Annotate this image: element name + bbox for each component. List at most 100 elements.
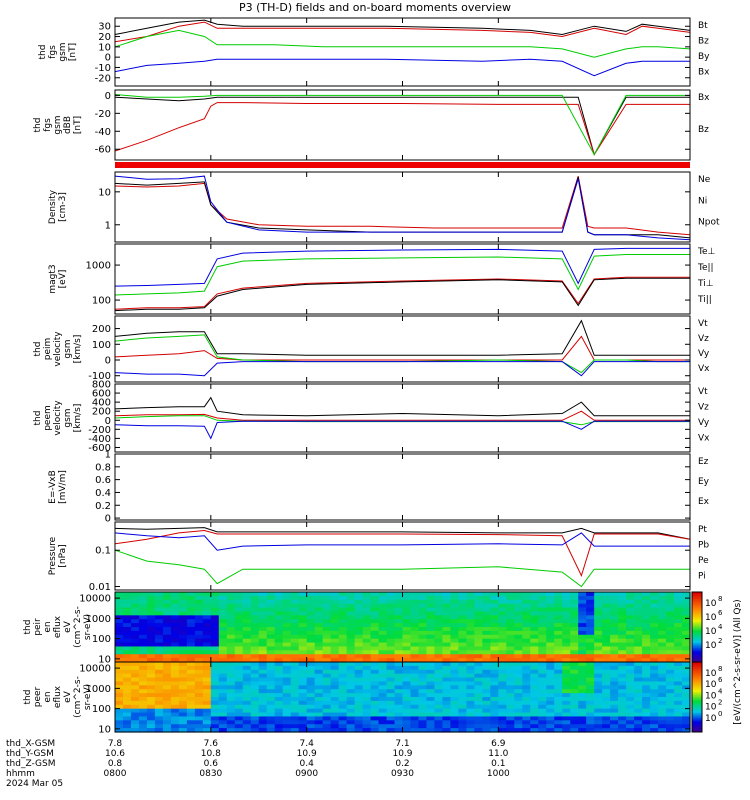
colorbar-cell xyxy=(692,623,702,626)
legend-p1-2: By xyxy=(698,52,710,62)
ylabel-p2: [nT] xyxy=(73,116,83,134)
ylabel-p2: thd xyxy=(33,118,43,133)
colorbar-cell xyxy=(692,595,702,598)
colorbar-cell xyxy=(692,632,702,635)
ytick-label: 10 xyxy=(98,42,111,53)
ylabel-p2: gsm xyxy=(53,115,63,134)
ylabel-p7: peem xyxy=(43,405,53,431)
colorbar-cell xyxy=(692,592,702,595)
legend-p6-3: Vx xyxy=(698,364,710,374)
ylabel-p6: thd xyxy=(33,342,43,357)
ylabel-p10: en xyxy=(43,621,53,632)
ylabel-p7: [km/s] xyxy=(73,404,83,433)
series-p1-By xyxy=(114,29,691,58)
colorbar-cell xyxy=(692,709,702,712)
legend-p5-0: Te⊥ xyxy=(697,247,716,257)
legend-p4-0: Ne xyxy=(698,175,711,185)
ylabel-p9: Pressure xyxy=(48,536,58,575)
colorbar-cell xyxy=(692,641,702,644)
colorbar-cell xyxy=(692,718,702,721)
colorbar-tick-exp: 2 xyxy=(718,699,722,707)
xaxis-value: 6.9 xyxy=(491,739,506,749)
plot-title: P3 (TH-D) fields and on-board moments ov… xyxy=(238,1,512,14)
colorbar-cell xyxy=(692,653,702,656)
series-p7-Vz xyxy=(114,410,690,421)
colorbar-tick: 10 xyxy=(705,669,717,679)
colorbar-cell xyxy=(692,600,702,603)
colorbar-cell xyxy=(692,721,702,724)
colorbar-cell xyxy=(692,672,702,675)
ytick-label: 1 xyxy=(105,220,111,231)
ytick-label: 20 xyxy=(98,32,111,43)
colorbar-cell xyxy=(692,665,702,668)
xaxis-value: 0.8 xyxy=(108,759,123,769)
colorbar-tick: 10 xyxy=(705,714,717,724)
ylabel-p2: fgs xyxy=(43,118,53,132)
ylabel-p5: magt3 xyxy=(48,264,58,293)
ylabel-p10: eV xyxy=(63,620,73,633)
xaxis-value: 0900 xyxy=(295,769,318,779)
ylabel-p11: en xyxy=(43,691,53,702)
series-p5-Ti⊥ xyxy=(114,247,690,287)
colorbar-tick-exp: 4 xyxy=(718,623,723,631)
legend-p1-0: Bt xyxy=(698,21,708,31)
colorbar-cell xyxy=(692,725,702,728)
ytick-label: 10000 xyxy=(79,664,111,675)
ytick-label: -60 xyxy=(95,145,111,156)
ytick-label: 0.4 xyxy=(95,488,111,499)
colorbar-cell xyxy=(692,726,702,729)
colorbar-tick: 10 xyxy=(705,599,717,609)
series-p7-Vt xyxy=(114,396,690,417)
ylabel-p8: E=-VxB xyxy=(48,470,58,504)
ytick-label: -40 xyxy=(95,127,111,138)
colorbar-cell xyxy=(692,593,702,596)
colorbar-cell xyxy=(692,728,702,731)
panel-p11 xyxy=(114,661,691,733)
frame-p2 xyxy=(114,89,691,161)
colorbar-tick: 10 xyxy=(705,627,717,637)
legend-p5-1: Te|| xyxy=(697,263,714,273)
colorbar-cell xyxy=(692,663,702,666)
colorbar-cell xyxy=(692,660,702,663)
xaxis-value: 0800 xyxy=(104,769,127,779)
colorbar-cell xyxy=(692,606,702,609)
colorbar-cell xyxy=(692,644,702,647)
colorbar-tick-exp: 6 xyxy=(718,609,723,617)
ytick-label: 30 xyxy=(98,22,111,33)
series-p5-Te|| xyxy=(114,277,690,312)
ylabel-p11: eV xyxy=(63,690,73,703)
colorbar-cell xyxy=(692,705,702,708)
colorbar-cell xyxy=(692,625,702,628)
ytick-label: 10000 xyxy=(79,594,111,605)
panel-p6 xyxy=(114,315,691,383)
colorbar-cell xyxy=(692,609,702,612)
colorbar-cell xyxy=(692,656,702,659)
colorbar-cell xyxy=(692,681,702,684)
ylabel-p6: [km/s] xyxy=(73,335,83,364)
colorbar-tick-exp: 0 xyxy=(718,710,722,718)
colorbar-tick-exp: 6 xyxy=(718,676,723,684)
series-p6-Vt xyxy=(114,319,690,356)
ytick-label: 200 xyxy=(92,324,111,335)
xaxis-value: 0.4 xyxy=(300,759,315,769)
colorbar-cell xyxy=(692,642,702,645)
legend-p6-0: Vt xyxy=(698,319,708,329)
series-p4-Ni xyxy=(114,176,691,239)
panel-p4 xyxy=(114,171,691,243)
colorbar-tick-exp: 4 xyxy=(718,687,723,695)
ytick-label: 0 xyxy=(105,356,111,367)
xaxis-value: 10.8 xyxy=(201,749,221,759)
ylabel-p5: [eV] xyxy=(58,270,68,289)
colorbar-cell xyxy=(692,634,702,637)
series-p6-Vx xyxy=(114,361,690,377)
colorbar-cell xyxy=(692,712,702,715)
ylabel-p10: eflux xyxy=(53,615,63,638)
series-p1-Bx xyxy=(114,58,690,77)
colorbar-tick: 10 xyxy=(705,613,717,623)
frame-p8 xyxy=(114,453,691,521)
xaxis-value: 7.4 xyxy=(300,739,315,749)
series-p4-Npot xyxy=(114,175,691,241)
series-p9-Pi xyxy=(114,532,690,551)
xaxis-row-label: thd_Z-GSM xyxy=(6,759,55,769)
colorbar-cell xyxy=(692,714,702,717)
